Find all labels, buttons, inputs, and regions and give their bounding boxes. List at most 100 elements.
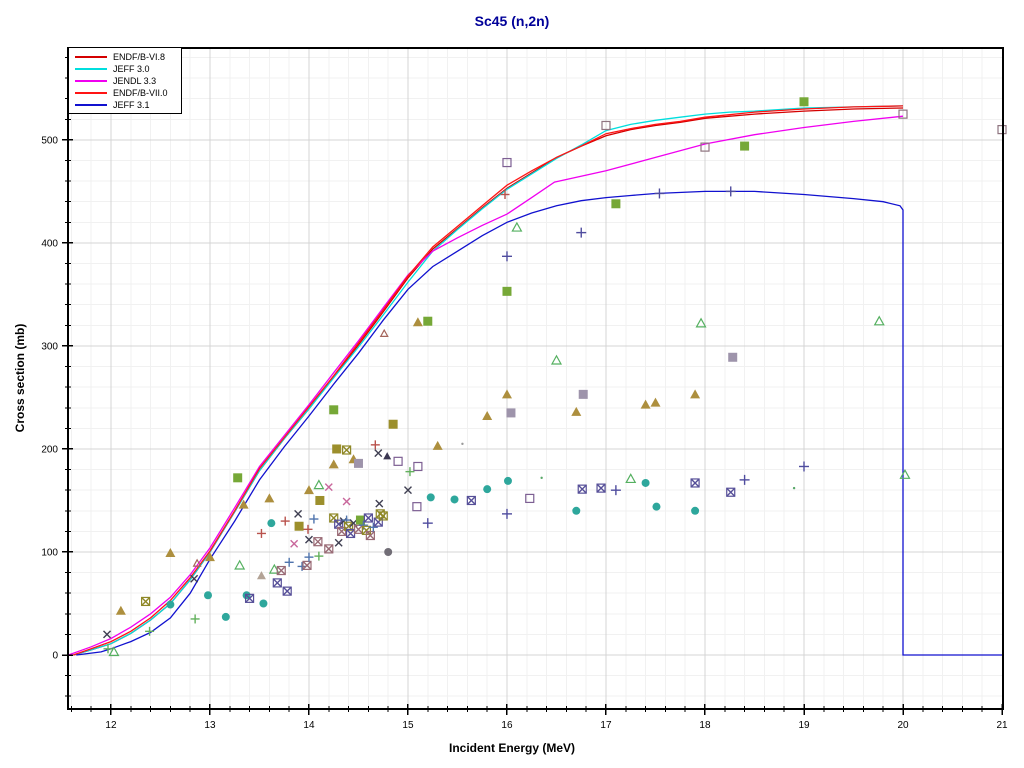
data-point-sq_olive	[294, 521, 304, 531]
data-point-sq_gray	[728, 352, 738, 362]
x-tick-label: 12	[105, 720, 117, 731]
data-point-plus_green	[314, 551, 324, 561]
data-point-tri_brown	[264, 493, 275, 503]
data-point-tri_brown	[640, 399, 651, 409]
data-point-dot_green	[792, 486, 796, 490]
data-point-sq_green	[799, 97, 809, 107]
data-point-sq_gray	[353, 458, 363, 468]
data-point-plus_red	[256, 528, 266, 538]
data-point-sq_x_violet	[726, 487, 736, 497]
legend-line-swatch	[75, 68, 107, 70]
data-point-plus_green	[405, 467, 415, 477]
data-point-circle_teal	[641, 478, 650, 487]
data-point-x_pink	[290, 539, 299, 548]
data-point-tri_open_green	[268, 563, 280, 574]
data-point-sq_green	[423, 316, 433, 326]
data-point-circle_teal	[503, 476, 512, 485]
legend-label: ENDF/B-VI.8	[113, 52, 166, 62]
data-point-tri_brown	[204, 552, 215, 562]
data-point-tri_open_green	[234, 559, 246, 570]
data-point-plus_violet	[422, 518, 433, 529]
data-point-sq_olive	[332, 444, 342, 454]
legend-item: JEFF 3.0	[69, 63, 181, 75]
data-point-sq_green	[740, 141, 750, 151]
data-point-plus_violet	[739, 474, 750, 485]
data-point-sq_x_brown	[324, 544, 334, 554]
data-point-tri_open_brown	[192, 558, 202, 567]
data-point-plus_green	[145, 626, 155, 636]
data-point-tri_brown	[571, 406, 582, 416]
data-point-sq_green	[611, 199, 621, 209]
data-point-tri_open_green	[899, 468, 911, 479]
x-tick-label: 18	[699, 720, 711, 731]
legend-item: ENDF/B-VII.0	[69, 87, 181, 99]
legend-line-swatch	[75, 56, 107, 58]
data-point-sq_x_olive	[341, 445, 352, 455]
data-point-sq_gray	[506, 408, 516, 418]
data-point-plus_violet	[576, 227, 587, 238]
data-point-sq_x_olive	[378, 511, 388, 521]
data-point-circle_teal	[203, 591, 212, 600]
data-point-tri_brown	[115, 605, 126, 615]
data-point-tri_brown	[412, 317, 423, 327]
legend: ENDF/B-VI.8 JEFF 3.0 JENDL 3.3 ENDF/B-VII.0…	[68, 47, 182, 114]
data-point-circle_teal	[572, 506, 581, 515]
data-point-tri_brown	[328, 459, 339, 469]
data-point-sq_open_violet	[393, 456, 403, 466]
data-point-tri_open_green	[511, 221, 523, 232]
data-point-tri_brown	[432, 440, 443, 450]
legend-label: JENDL 3.3	[113, 76, 157, 86]
data-point-sq_x_brown	[302, 560, 312, 570]
data-point-tri_brown	[238, 499, 249, 509]
data-point-sq_open_violet	[412, 502, 422, 512]
data-point-sq_x_brown	[276, 565, 286, 576]
data-point-x_dark	[403, 486, 412, 495]
data-point-x_dark	[103, 630, 112, 639]
data-point-x_dark	[190, 574, 199, 583]
data-point-sq_olive	[388, 419, 398, 429]
data-point-tri_open_green	[695, 317, 707, 328]
x-axis-label: Incident Energy (MeV)	[448, 741, 576, 755]
data-point-sq_x_brown	[313, 537, 323, 547]
data-point-x_dark	[304, 535, 313, 544]
y-tick-label: 200	[41, 444, 58, 455]
data-point-x_dark	[375, 499, 384, 508]
data-point-circle_teal	[259, 599, 268, 608]
data-point-tri_brown	[303, 485, 314, 495]
data-point-tri_open_brown	[379, 328, 389, 337]
data-point-plus_red	[303, 524, 313, 534]
data-point-sq_open_gray	[700, 142, 710, 152]
x-tick-label: 14	[303, 720, 315, 731]
data-point-sq_x_violet	[596, 483, 606, 493]
data-point-sq_x_violet	[373, 517, 383, 527]
data-point-sq_x_olive	[141, 596, 151, 607]
data-point-plus_violet	[501, 508, 512, 519]
data-point-circle_gray	[384, 547, 393, 556]
data-point-sq_x_olive	[329, 513, 339, 523]
data-point-sq_open_violet	[525, 493, 535, 504]
data-point-plus_blue	[368, 522, 378, 532]
data-point-x_pink	[342, 497, 351, 506]
data-point-plus_violet	[654, 188, 665, 199]
data-point-plus_violet	[799, 461, 810, 472]
x-tick-label: 20	[897, 720, 909, 731]
x-tick-label: 16	[501, 720, 513, 731]
data-point-plus_red	[280, 516, 290, 526]
data-point-x_dark	[374, 449, 383, 458]
data-point-tri_navy	[383, 452, 392, 460]
data-point-x_dark	[334, 538, 343, 547]
legend-item: JEFF 3.1	[69, 99, 181, 111]
legend-label: JEFF 3.1	[113, 100, 150, 110]
data-point-tri_brown	[690, 389, 701, 399]
data-point-x_dark	[294, 509, 303, 518]
x-tick-label: 13	[204, 720, 216, 731]
data-point-sq_x_violet	[577, 484, 587, 494]
data-point-sq_gray	[578, 389, 588, 399]
data-point-circle_teal	[267, 519, 276, 528]
data-point-circle_teal	[166, 600, 175, 609]
data-point-circle_teal	[426, 493, 435, 502]
data-point-tri_brown	[650, 397, 661, 407]
data-point-plus_blue	[284, 557, 294, 567]
